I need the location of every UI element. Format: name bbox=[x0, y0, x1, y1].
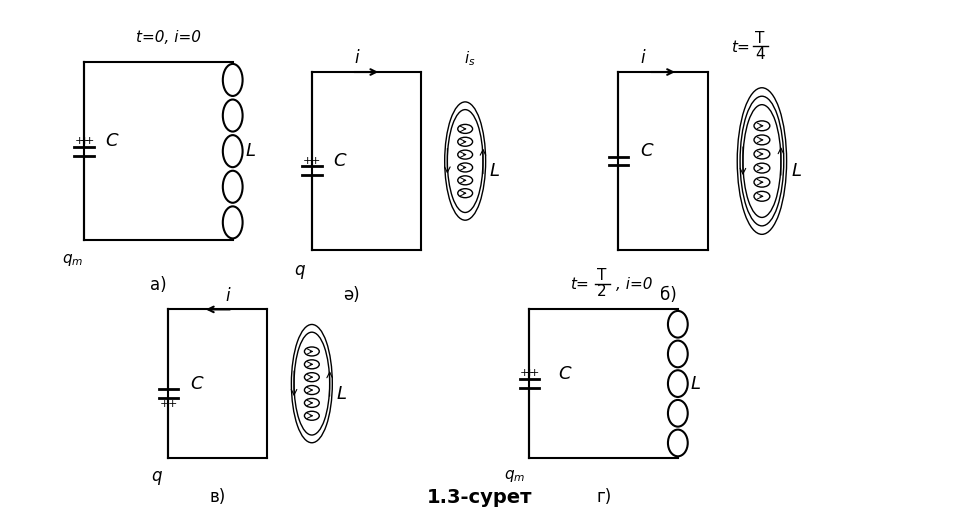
Text: L: L bbox=[691, 374, 701, 392]
Ellipse shape bbox=[754, 135, 770, 145]
Ellipse shape bbox=[668, 400, 688, 427]
Ellipse shape bbox=[305, 347, 319, 356]
Text: T: T bbox=[755, 31, 765, 46]
Text: 4: 4 bbox=[755, 47, 765, 62]
Text: $q_m$: $q_m$ bbox=[504, 468, 526, 484]
Ellipse shape bbox=[457, 150, 473, 159]
Text: t=: t= bbox=[570, 277, 588, 292]
Ellipse shape bbox=[457, 137, 473, 146]
Ellipse shape bbox=[305, 399, 319, 407]
Text: $q_m$: $q_m$ bbox=[62, 252, 83, 268]
Text: г): г) bbox=[596, 488, 611, 506]
Text: L: L bbox=[336, 385, 347, 403]
Text: i: i bbox=[641, 49, 646, 67]
Text: в): в) bbox=[209, 488, 226, 506]
Text: +: + bbox=[167, 399, 177, 409]
Text: +: + bbox=[530, 368, 539, 378]
Text: , i=0: , i=0 bbox=[616, 277, 652, 292]
Ellipse shape bbox=[668, 341, 688, 367]
Text: +: + bbox=[75, 136, 84, 146]
Text: C: C bbox=[557, 365, 571, 383]
Text: ə): ə) bbox=[343, 286, 359, 304]
Text: +: + bbox=[520, 368, 530, 378]
Ellipse shape bbox=[305, 372, 319, 382]
Text: T: T bbox=[597, 268, 606, 283]
Text: 2: 2 bbox=[597, 284, 606, 299]
Ellipse shape bbox=[305, 411, 319, 420]
Text: +: + bbox=[160, 399, 169, 409]
Text: $i_s$: $i_s$ bbox=[464, 49, 476, 68]
Ellipse shape bbox=[754, 121, 770, 131]
Text: C: C bbox=[640, 142, 653, 160]
Ellipse shape bbox=[754, 177, 770, 187]
Ellipse shape bbox=[223, 135, 242, 167]
Text: C: C bbox=[190, 374, 203, 392]
Text: i: i bbox=[226, 287, 230, 305]
Text: +: + bbox=[311, 155, 320, 166]
Ellipse shape bbox=[305, 386, 319, 394]
Text: +: + bbox=[85, 136, 94, 146]
Text: +: + bbox=[304, 155, 312, 166]
Text: t=0, i=0: t=0, i=0 bbox=[136, 30, 201, 45]
Ellipse shape bbox=[305, 360, 319, 369]
Text: t=: t= bbox=[730, 40, 750, 55]
Ellipse shape bbox=[754, 163, 770, 173]
Text: а): а) bbox=[150, 275, 167, 293]
Text: L: L bbox=[245, 142, 256, 160]
Text: L: L bbox=[792, 162, 801, 180]
Ellipse shape bbox=[754, 149, 770, 159]
Ellipse shape bbox=[457, 176, 473, 185]
Ellipse shape bbox=[668, 311, 688, 338]
Text: C: C bbox=[106, 132, 118, 150]
Ellipse shape bbox=[457, 189, 473, 198]
Ellipse shape bbox=[223, 100, 242, 131]
Ellipse shape bbox=[223, 206, 242, 239]
Ellipse shape bbox=[223, 171, 242, 203]
Text: +: + bbox=[80, 136, 89, 146]
Text: +: + bbox=[525, 368, 534, 378]
Ellipse shape bbox=[457, 124, 473, 133]
Text: q: q bbox=[151, 467, 161, 485]
Text: i: i bbox=[354, 49, 358, 67]
Ellipse shape bbox=[668, 429, 688, 456]
Text: 1.3-сурет: 1.3-сурет bbox=[428, 488, 532, 507]
Text: q: q bbox=[295, 261, 306, 279]
Ellipse shape bbox=[457, 163, 473, 172]
Text: C: C bbox=[333, 152, 346, 170]
Text: б): б) bbox=[659, 286, 677, 304]
Ellipse shape bbox=[754, 191, 770, 201]
Ellipse shape bbox=[668, 370, 688, 397]
Text: L: L bbox=[490, 162, 500, 180]
Ellipse shape bbox=[223, 64, 242, 96]
